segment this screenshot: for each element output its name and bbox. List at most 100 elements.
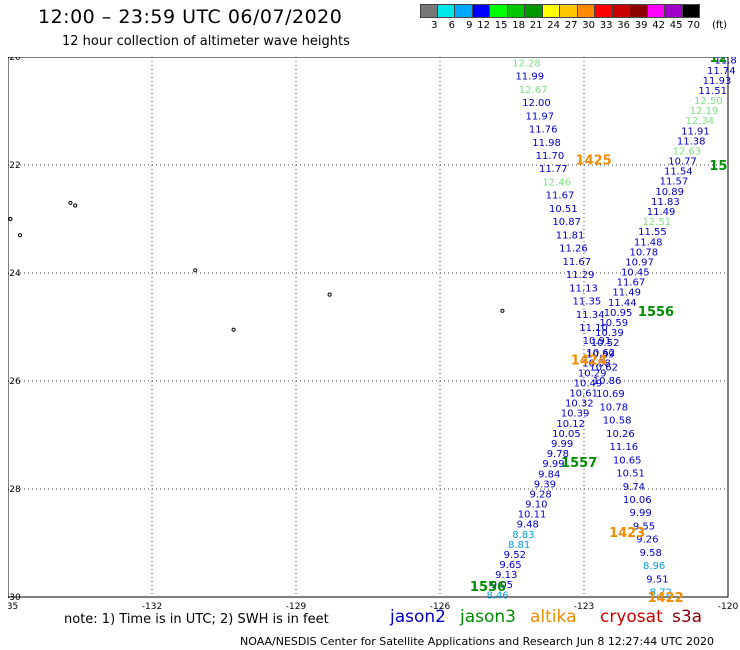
lat-tick-label: -24 bbox=[8, 269, 21, 279]
swh-value-left-track: 10.62 bbox=[589, 363, 618, 374]
swh-value-right-track: 11.57 bbox=[660, 177, 689, 188]
swh-value-right-track: 9.65 bbox=[499, 560, 521, 571]
swh-value-left-track: 11.70 bbox=[536, 151, 565, 162]
lon-tick-label: -123 bbox=[574, 602, 594, 612]
swh-value-right-track: 10.05 bbox=[552, 429, 581, 440]
swh-value-right-track: 9.99 bbox=[542, 459, 564, 470]
color-scale-bar bbox=[420, 4, 700, 18]
lon-tick-label: -126 bbox=[430, 602, 451, 612]
swh-value-right-track: 11.8 bbox=[714, 57, 736, 67]
swh-value-left-track: 11.10 bbox=[579, 323, 608, 334]
map-frame bbox=[8, 57, 729, 598]
color-swatch bbox=[472, 4, 490, 18]
axis-tick-labels: -135 -132 -129 -126 -123 -120 -20 -22 -24 -26 -28 -… bbox=[8, 57, 738, 612]
color-swatch bbox=[507, 4, 525, 18]
color-scale-label: 30 bbox=[582, 20, 595, 31]
swh-value-left-track: 9.55 bbox=[633, 521, 655, 532]
color-swatch bbox=[560, 4, 578, 18]
island-outline bbox=[68, 200, 73, 205]
page-subtitle: 12 hour collection of altimeter wave hei… bbox=[62, 34, 350, 49]
swh-value-left-track: 10.26 bbox=[606, 429, 635, 440]
swh-value-left-track: 11.26 bbox=[559, 244, 588, 255]
swh-value-right-track: 11.93 bbox=[703, 76, 732, 87]
swh-value-left-track: 12.67 bbox=[519, 85, 548, 96]
swh-value-right-track: 8.83 bbox=[512, 530, 534, 541]
color-swatch bbox=[455, 4, 473, 18]
swh-value-right-track: 10.11 bbox=[518, 510, 547, 521]
swh-value-left-track: 12.46 bbox=[542, 177, 571, 188]
color-swatch bbox=[437, 4, 455, 18]
color-scale-label: 45 bbox=[669, 20, 683, 31]
swh-value-right-track: 12.34 bbox=[685, 116, 714, 127]
swh-value-right-track: 11.55 bbox=[638, 227, 667, 238]
wave-height-map: -135 -132 -129 -126 -123 -120 -20 -22 -24 -26 -28 -… bbox=[8, 57, 738, 612]
swh-value-right-track: 10.29 bbox=[578, 368, 607, 379]
color-scale-label: 24 bbox=[547, 20, 560, 31]
swh-value-left-track: 9.51 bbox=[646, 574, 668, 585]
swh-value-right-track: 11.44 bbox=[608, 298, 637, 309]
swh-value-left-track: 11.77 bbox=[539, 164, 568, 175]
swh-value-right-track: 10.95 bbox=[604, 308, 633, 319]
color-swatch bbox=[682, 4, 700, 18]
track-id-label: 1557 bbox=[561, 456, 597, 471]
color-swatch bbox=[665, 4, 683, 18]
swh-value-left-track: 11.76 bbox=[529, 125, 558, 136]
color-scale-unit: (ft) bbox=[712, 20, 728, 31]
color-scale-label: 9 bbox=[466, 20, 473, 31]
track-id-label: 1424 bbox=[571, 353, 607, 368]
color-scale-label: 3 bbox=[431, 20, 438, 31]
swh-value-right-track: 9.84 bbox=[538, 469, 560, 480]
swh-value-right-track: 10.59 bbox=[599, 318, 628, 329]
swh-value-right-track: 10.89 bbox=[655, 187, 684, 198]
swh-value-left-track: 9.74 bbox=[623, 482, 645, 493]
color-swatch bbox=[542, 4, 560, 18]
satellite-legend-s3a: s3a bbox=[672, 607, 703, 627]
swh-value-right-track: 11.74 bbox=[707, 66, 736, 77]
swh-value-right-track: 11.48 bbox=[634, 237, 663, 248]
track-id-label: 1425 bbox=[576, 154, 612, 169]
color-swatch bbox=[420, 4, 438, 18]
track-id-label: 1422 bbox=[648, 591, 684, 606]
swh-value-left-track: 10.78 bbox=[599, 402, 628, 413]
island-outline bbox=[73, 203, 78, 208]
swh-value-right-track: 12.63 bbox=[673, 146, 702, 157]
color-scale-label: 15 bbox=[494, 20, 508, 31]
swh-value-right-track: 11.54 bbox=[664, 167, 693, 178]
footer-note: note: 1) Time is in UTC; 2) SWH is in fe… bbox=[64, 612, 329, 627]
swh-value-right-track: 10.32 bbox=[565, 399, 594, 410]
lat-tick-label: -30 bbox=[8, 593, 21, 603]
track-id-labels: 1425 1424 1423 1422 1556 1557 1556 15 12 bbox=[470, 57, 728, 606]
swh-value-right-track: 11.51 bbox=[698, 86, 727, 97]
swh-value-right-track: 11.91 bbox=[681, 126, 710, 137]
swh-value-right-track: 8.46 bbox=[486, 590, 508, 601]
swh-value-right-track: 12.50 bbox=[694, 96, 723, 107]
swh-value-left-track: 11.16 bbox=[610, 442, 639, 453]
color-scale-label: 33 bbox=[599, 20, 613, 31]
lat-tick-label: -28 bbox=[8, 485, 21, 495]
island-outline bbox=[17, 233, 23, 238]
swh-value-right-track: 11.67 bbox=[617, 278, 646, 289]
color-swatch bbox=[612, 4, 630, 18]
track-id-label: 12 bbox=[709, 57, 727, 66]
swh-value-right-track: 9.78 bbox=[547, 449, 569, 460]
color-scale-label: 6 bbox=[448, 20, 455, 31]
swh-value-left-track: 8.96 bbox=[643, 561, 665, 572]
swh-value-right-track: 11.49 bbox=[612, 288, 641, 299]
swh-value-right-track: 10.78 bbox=[630, 247, 659, 258]
track-id-label: 15 bbox=[709, 159, 727, 174]
credit-line: NOAA/NESDIS Center for Satellite Applica… bbox=[240, 635, 715, 648]
swh-value-left-track: 10.39 bbox=[586, 349, 615, 360]
lat-tick-label: -20 bbox=[8, 57, 21, 63]
swh-value-left-track: 10.91 bbox=[583, 336, 612, 347]
track-id-label: 1556 bbox=[638, 305, 674, 320]
color-swatch bbox=[490, 4, 508, 18]
satellite-legend-jason3: jason3 bbox=[460, 607, 516, 627]
swh-value-right-track: 9.10 bbox=[525, 500, 547, 511]
map-grid bbox=[8, 57, 729, 598]
color-scale-label: 21 bbox=[529, 20, 543, 31]
altimeter-tracks: 12.28 11.99 12.67 12.00 11.97 11.76 11.98 11.70… bbox=[486, 57, 736, 601]
swh-value-left-track: 10.51 bbox=[616, 469, 645, 480]
page-title: 12:00 – 23:59 UTC 06/07/2020 bbox=[38, 6, 343, 28]
swh-value-right-track: 10.77 bbox=[668, 157, 697, 168]
swh-value-left-track: 8.72 bbox=[650, 588, 672, 599]
